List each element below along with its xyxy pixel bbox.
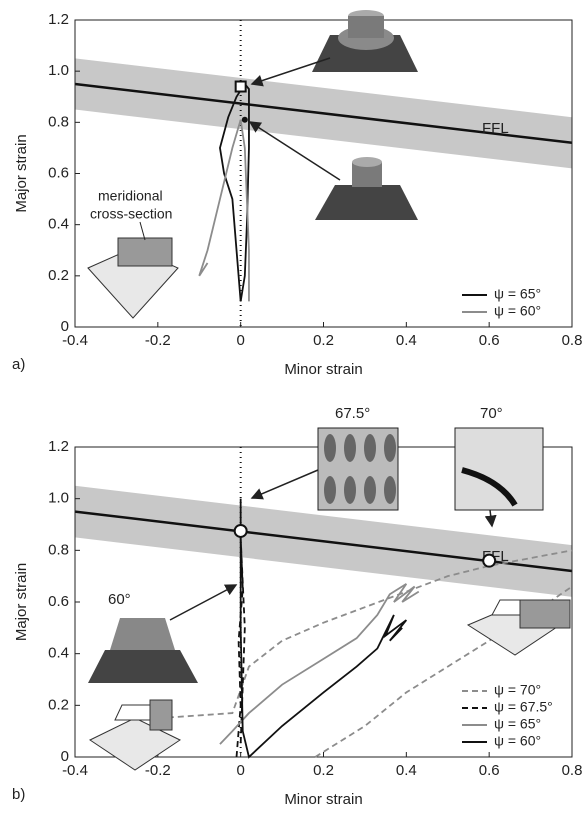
x-tick-label: 0 [236,332,244,349]
figure: FFL-0.4-0.200.20.40.60.800.20.40.60.81.0… [0,0,586,821]
panel-label: b) [12,786,25,803]
legend-label: ψ = 67.5° [494,699,553,715]
x-tick-label: 0 [236,762,244,779]
y-tick-label: 1.0 [48,490,69,507]
x-tick-label: 0.6 [479,332,500,349]
legend-label: ψ = 60° [494,303,541,319]
legend-label: ψ = 65° [494,716,541,732]
sketch-section [520,600,570,628]
x-tick-label: 0.4 [396,762,417,779]
y-axis-label: Major strain [13,563,30,641]
arrow [490,510,492,526]
x-tick-label: 0.8 [562,762,583,779]
pointer [140,222,145,240]
annotation: 67.5° [335,405,370,422]
series-line [220,584,419,744]
x-tick-label: 0.6 [479,762,500,779]
marker [483,555,495,567]
y-tick-label: 0.4 [48,216,69,233]
arrow [252,470,318,498]
x-tick-label: 0.8 [562,332,583,349]
x-axis-label: Minor strain [284,791,362,808]
y-tick-label: 1.2 [48,438,69,455]
y-axis-label: Major strain [13,134,30,212]
sketch-section [118,238,172,266]
y-tick-label: 1.0 [48,62,69,79]
sketch-section [150,700,172,730]
y-tick-label: 0.6 [48,593,69,610]
y-tick-label: 0.2 [48,267,69,284]
ffl-label: FFL [482,120,509,137]
legend-label: ψ = 65° [494,286,541,302]
render-plate [88,650,198,683]
x-tick-label: 0.4 [396,332,417,349]
legend-label: ψ = 60° [494,733,541,749]
annotation: cross-section [90,206,172,222]
x-axis-label: Minor strain [284,361,362,378]
y-tick-label: 1.2 [48,11,69,28]
render-dome-top [352,157,382,167]
legend-label: ψ = 70° [494,682,541,698]
y-tick-label: 0 [61,748,69,765]
render-plate [315,185,418,220]
y-tick-label: 0.2 [48,696,69,713]
annotation: 60° [108,591,131,608]
panel-label: a) [12,356,25,373]
x-tick-label: 0.2 [313,332,334,349]
marker [236,82,246,92]
x-tick-label: -0.2 [145,762,171,779]
x-tick-label: 0.2 [313,762,334,779]
arrow [170,585,236,620]
page: FFL-0.4-0.200.20.40.60.800.20.40.60.81.0… [0,0,586,821]
y-tick-label: 0.8 [48,541,69,558]
y-tick-label: 0.4 [48,645,69,662]
render-trapezoid [110,618,175,650]
annotation: 70° [480,405,503,422]
annotation: meridional [98,188,163,204]
y-tick-label: 0.8 [48,113,69,130]
y-tick-label: 0.6 [48,164,69,181]
marker [235,525,247,537]
marker [242,117,248,123]
render-dome-wall [348,16,384,38]
x-tick-label: -0.2 [145,332,171,349]
y-tick-label: 0 [61,318,69,335]
